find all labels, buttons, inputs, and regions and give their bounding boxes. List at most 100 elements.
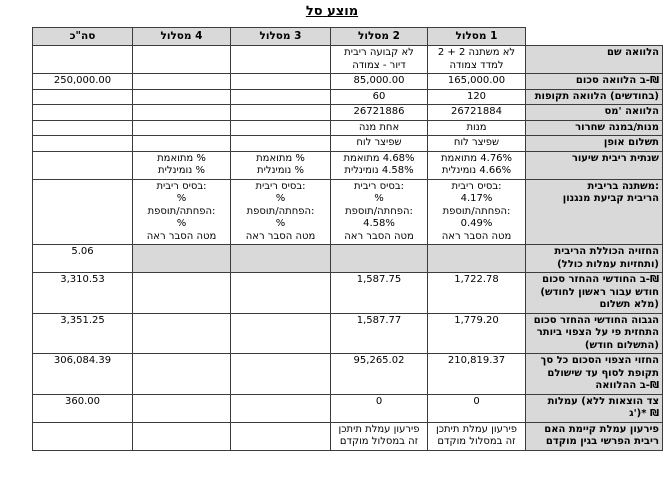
value-cell-total	[32, 135, 133, 152]
value-cell-track1: ‎0‎	[427, 393, 526, 423]
value-cell-track2	[330, 244, 428, 274]
value-cell-total: ‎250,000.00‎	[32, 73, 133, 90]
value-cell-track4	[132, 45, 231, 75]
value-cell-track1: ‎1,779.20‎	[427, 312, 526, 355]
value-cell-track4	[132, 88, 231, 106]
row-label: ‎סכום‎ ‎הלוואה‎ ‎ב-₪‎	[525, 73, 663, 90]
value-cell-track4	[132, 272, 231, 314]
value-cell-track1: ‎120‎	[427, 88, 526, 106]
table-row-loan-name: ‎ריבית‎ ‎קבועה‎ ‎לא‎ ‎צמודה‎ ‎-‎ ‎דיור‎ …	[32, 45, 663, 75]
value-cell-total	[32, 104, 133, 121]
value-cell-track1: ‎מנות‎	[427, 119, 526, 137]
value-cell-track3	[230, 353, 331, 395]
value-cell-track1: ‎165,000.00‎	[427, 73, 526, 90]
value-cell-total: ‎306,084.39‎	[32, 353, 133, 395]
value-cell-track1: ‎לוח‎ ‎שפיצר‎	[427, 135, 526, 152]
value-cell-track4	[132, 353, 231, 395]
value-cell-track2: ‎1,587.75‎	[330, 272, 428, 314]
row-label: ‎סכום‎ ‎ההחזר‎ ‎החודשי‎ ‎הגבוה‎ ‎ביותר‎ …	[525, 312, 663, 355]
value-cell-total	[32, 88, 133, 106]
value-cell-track2: ‎1,587.77‎	[330, 312, 428, 355]
value-cell-total: ‎3,310.53‎	[32, 272, 133, 314]
value-cell-track2: ‎תיתכן‎ ‎עמלת‎ ‎פירעון‎ ‎מוקדם‎ ‎במסלול‎…	[330, 421, 428, 451]
value-cell-total: ‎5.06‎	[32, 244, 133, 274]
row-label: ‎מס'‎ ‎הלוואה‎	[525, 104, 663, 121]
table-row-prepayment-fee: ‎תיתכן‎ ‎עמלת‎ ‎פירעון‎ ‎מוקדם‎ ‎במסלול‎…	[32, 421, 663, 451]
row-label: ‎שיעור‎ ‎ריבית‎ ‎שנתית‎	[525, 150, 663, 180]
table-row-variable-rate-mechanism: ‎ריבית‎ ‎בסיס:‎ ‎%‎ ‎תוספת‎/‎הפחתה:‎ ‎%‎…	[32, 178, 663, 246]
value-cell-track2: ‎85,000.00‎	[330, 73, 428, 90]
table-row-payment-method: ‎לוח‎ ‎שפיצר‎ ‎לוח‎ ‎שפיצר‎ ‎אופן‎ ‎תשלו…	[32, 135, 663, 152]
value-cell-total	[32, 421, 133, 451]
row-label: ‎תקופות‎ ‎הלוואה‎ ‎(בחודשים)‎	[525, 88, 663, 106]
value-cell-track1: ‎1,722.78‎	[427, 272, 526, 314]
table-row-fees: ‎360.00‎ ‎0‎ ‎0‎ ‎עמלות‎ ‎(ללא‎ ‎הוצאות‎…	[32, 393, 663, 423]
row-label: ‎עמלות‎ ‎(ללא‎ ‎הוצאות‎ ‎צד‎ ‎ג')*‎ ‎₪‎	[525, 393, 663, 423]
value-cell-track3	[230, 119, 331, 137]
value-cell-total	[32, 150, 133, 180]
row-label: ‎האם‎ ‎קיימת‎ ‎עמלת‎ ‎פירעון‎ ‎מוקדם‎ ‎ב…	[525, 421, 663, 451]
value-cell-track1: ‎2‎ ‎+‎ ‎2‎ ‎משתנה‎ ‎לא‎ ‎צמודה‎ ‎למדד‎	[427, 45, 526, 75]
value-cell-track3	[230, 272, 331, 314]
value-cell-track4	[132, 312, 231, 355]
loan-offer-table: ‎סה"כ‎ ‎מסלול‎ ‎4‎ ‎מסלול‎ ‎3‎ ‎מסלול‎ ‎…	[32, 26, 663, 451]
value-cell-track3	[230, 104, 331, 121]
value-cell-track4	[132, 104, 231, 121]
table-row-total-forecast-rate: ‎5.06‎ ‎הריבית‎ ‎הכוללת‎ ‎החזויה‎ ‎(כולל…	[32, 244, 663, 274]
value-cell-track2: ‎95,265.02‎	[330, 353, 428, 395]
value-cell-track2: ‎60‎	[330, 88, 428, 106]
col-header-track2: ‎מסלול‎ ‎2‎	[330, 26, 428, 47]
value-cell-track1: ‎ריבית‎ ‎בסיס:‎ ‎4.17%‎ ‎תוספת‎/‎הפחתה:‎…	[427, 178, 526, 246]
value-cell-track3	[230, 135, 331, 152]
value-cell-track1: ‎תיתכן‎ ‎עמלת‎ ‎פירעון‎ ‎מוקדם‎ ‎במסלול‎…	[427, 421, 526, 451]
page-title: ‎סל‎ ‎מוצע‎	[305, 4, 359, 19]
row-label: ‎סך‎ ‎כל‎ ‎הסכום‎ ‎הצפוי‎ ‎החזוי‎ ‎שישול…	[525, 353, 663, 395]
value-cell-track4	[132, 135, 231, 152]
value-cell-track3	[230, 45, 331, 75]
table-row-loan-number: ‎26721886‎ ‎26721884‎ ‎מס'‎ ‎הלוואה‎	[32, 104, 663, 121]
header-row: ‎סה"כ‎ ‎מסלול‎ ‎4‎ ‎מסלול‎ ‎3‎ ‎מסלול‎ ‎…	[32, 26, 663, 47]
value-cell-track3	[230, 244, 331, 274]
table-row-annual-interest-rate: ‎מתואמת‎ ‎%‎ ‎נומינלית‎ ‎%‎ ‎מתואמת‎ ‎%‎…	[32, 150, 663, 180]
col-header-total: ‎סה"כ‎	[32, 26, 133, 47]
value-cell-total: ‎3,351.25‎	[32, 312, 133, 355]
value-cell-track1: ‎210,819.37‎	[427, 353, 526, 395]
value-cell-track1: ‎26721884‎	[427, 104, 526, 121]
value-cell-track2: ‎מתואמת‎ ‎4.68%‎ ‎נומינלית‎ ‎4.58%‎	[330, 150, 428, 180]
value-cell-track4: ‎ריבית‎ ‎בסיס:‎ ‎%‎ ‎תוספת‎/‎הפחתה:‎ ‎%‎…	[132, 178, 231, 246]
corner-cell	[525, 27, 663, 46]
col-header-track1: ‎מסלול‎ ‎1‎	[427, 26, 526, 47]
col-header-track3: ‎מסלול‎ ‎3‎	[230, 26, 331, 47]
value-cell-track1: ‎מתואמת‎ ‎4.76%‎ ‎נומינלית‎ ‎4.66%‎	[427, 150, 526, 180]
value-cell-total	[32, 45, 133, 75]
value-cell-track3	[230, 312, 331, 355]
value-cell-track4	[132, 393, 231, 423]
value-cell-track4	[132, 244, 231, 274]
value-cell-track1	[427, 244, 526, 274]
value-cell-track3	[230, 73, 331, 90]
table-row-release-portions: ‎מנה‎ ‎אחת‎ ‎מנות‎ ‎שחרור‎ ‎במנה‎/‎מנות‎	[32, 119, 663, 137]
row-label: ‎שחרור‎ ‎במנה‎/‎מנות‎	[525, 119, 663, 137]
value-cell-track3: ‎מתואמת‎ ‎%‎ ‎נומינלית‎ ‎%‎	[230, 150, 331, 180]
row-label: ‎הריבית‎ ‎הכוללת‎ ‎החזויה‎ ‎(כולל‎ ‎עמלו…	[525, 244, 663, 274]
row-label: ‎בריבית‎ ‎משתנה:‎ ‎מנגנון‎ ‎קביעת‎ ‎הריב…	[525, 178, 663, 246]
value-cell-total	[32, 119, 133, 137]
value-cell-track3	[230, 393, 331, 423]
col-header-track4: ‎מסלול‎ ‎4‎	[132, 26, 231, 47]
value-cell-track4	[132, 119, 231, 137]
value-cell-track4	[132, 421, 231, 451]
value-cell-track4: ‎מתואמת‎ ‎%‎ ‎נומינלית‎ ‎%‎	[132, 150, 231, 180]
document-page: ‎סל‎ ‎מוצע‎ ‎סה"כ‎ ‎מסלול‎ ‎4‎ ‎מסלול‎ ‎…	[0, 4, 664, 451]
value-cell-track2: ‎ריבית‎ ‎בסיס:‎ ‎%‎ ‎תוספת‎/‎הפחתה:‎ ‎4.…	[330, 178, 428, 246]
table-row-monthly-payment-first: ‎3,310.53‎ ‎1,587.75‎ ‎1,722.78‎ ‎סכום‎ …	[32, 272, 663, 314]
table-row-loan-periods: ‎60‎ ‎120‎ ‎תקופות‎ ‎הלוואה‎ ‎(בחודשים)‎	[32, 88, 663, 106]
value-cell-track3: ‎ריבית‎ ‎בסיס:‎ ‎%‎ ‎תוספת‎/‎הפחתה:‎ ‎%‎…	[230, 178, 331, 246]
value-cell-track2: ‎26721886‎	[330, 104, 428, 121]
row-label: ‎סכום‎ ‎ההחזר‎ ‎החודשי‎ ‎ב-₪‎ ‎(לחודש‎ ‎…	[525, 272, 663, 314]
value-cell-track3	[230, 421, 331, 451]
value-cell-track3	[230, 88, 331, 106]
value-cell-track2: ‎לוח‎ ‎שפיצר‎	[330, 135, 428, 152]
table-row-loan-amount: ‎250,000.00‎ ‎85,000.00‎ ‎165,000.00‎ ‎ס…	[32, 73, 663, 90]
value-cell-total: ‎360.00‎	[32, 393, 133, 423]
value-cell-track2: ‎ריבית‎ ‎קבועה‎ ‎לא‎ ‎צמודה‎ ‎-‎ ‎דיור‎	[330, 45, 428, 75]
